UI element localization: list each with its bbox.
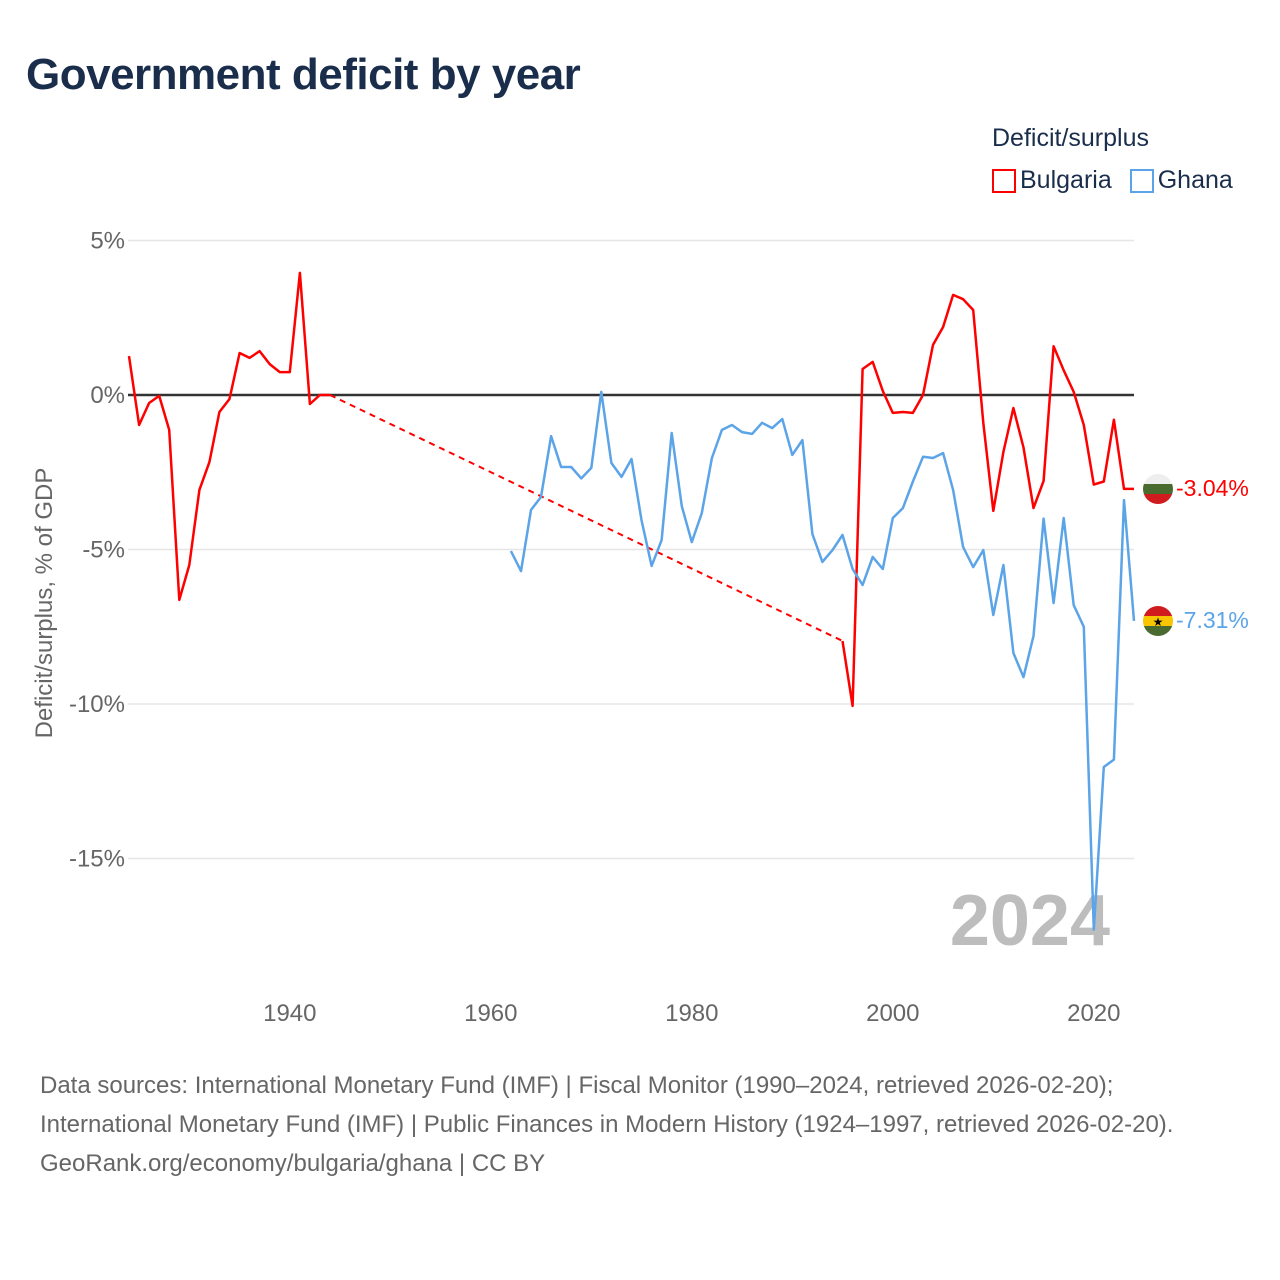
y-tick-label: 5% — [90, 228, 125, 255]
x-tick-label: 2000 — [866, 1000, 919, 1027]
x-tick-label: 1940 — [263, 1000, 316, 1027]
legend-label: Ghana — [1157, 166, 1233, 194]
series-line-bulgaria — [841, 293, 1134, 708]
y-tick-label: -15% — [69, 846, 125, 873]
year-watermark: 2024 — [950, 881, 1110, 961]
footer: Data sources: International Monetary Fun… — [40, 1066, 1240, 1183]
legend-item-bulgaria[interactable]: Bulgaria — [992, 166, 1112, 195]
bulgaria-end-label: -3.04% — [1176, 475, 1249, 501]
bulgaria-flag-icon — [1143, 474, 1173, 504]
ghana-end-label: -7.31% — [1176, 607, 1249, 633]
y-axis-label: Deficit/surplus, % of GDP — [31, 468, 58, 739]
ghana-flag-icon: ★ — [1143, 606, 1173, 636]
legend-item-ghana[interactable]: Ghana — [1129, 166, 1233, 195]
legend-swatch-bulgaria — [992, 168, 1016, 193]
series-gap-bulgaria — [329, 394, 843, 642]
series-line-ghana — [509, 390, 1136, 931]
y-tick-label: -5% — [82, 537, 125, 564]
credit-link[interactable]: GeoRank.org/economy/bulgaria/ghana | CC … — [40, 1150, 546, 1177]
y-tick-label: 0% — [90, 382, 125, 409]
legend-swatch-ghana — [1129, 168, 1154, 193]
legend-title: Deficit/surplus — [992, 124, 1149, 152]
data-sources: Data sources: International Monetary Fun… — [40, 1072, 1174, 1138]
x-tick-label: 1980 — [665, 1000, 718, 1027]
chart-title: Government deficit by year — [26, 50, 581, 99]
legend-label: Bulgaria — [1020, 166, 1112, 194]
series-line-bulgaria — [127, 271, 330, 602]
legend: Bulgaria Ghana — [992, 166, 1233, 195]
y-tick-label: -10% — [69, 691, 125, 718]
x-tick-label: 1960 — [464, 1000, 517, 1027]
x-tick-label: 2020 — [1067, 1000, 1120, 1027]
svg-text:★: ★ — [1153, 615, 1164, 629]
